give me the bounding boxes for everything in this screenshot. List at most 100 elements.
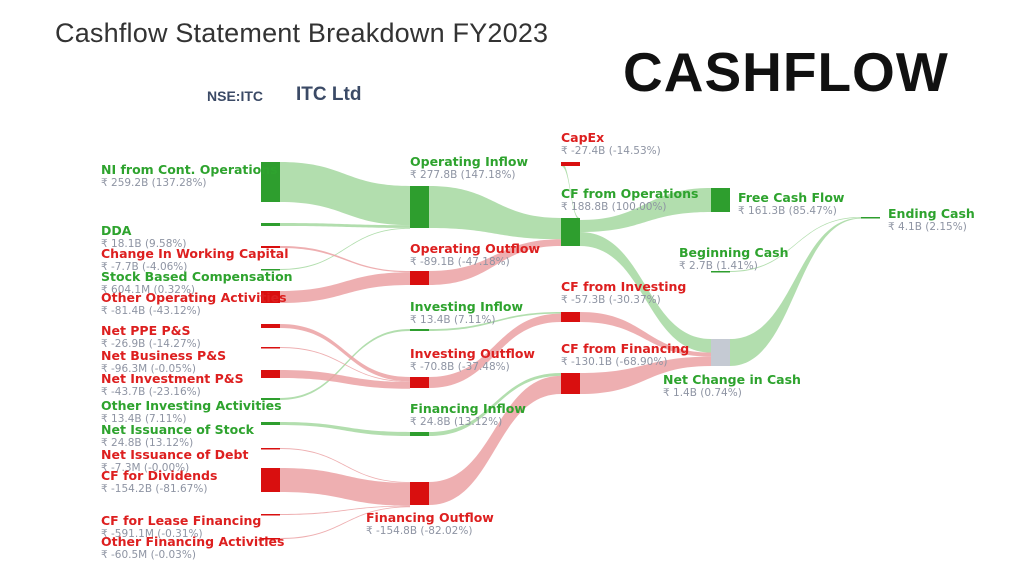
flow-link-ppe-invout — [280, 324, 410, 382]
node-bar-capex — [561, 162, 580, 166]
node-name: Investing Inflow — [410, 299, 524, 314]
flow-link-ofa-finout — [280, 506, 410, 539]
flow-link-lease-finout — [280, 505, 410, 515]
flow-link-opin-cfo — [429, 186, 561, 240]
sankey-links — [280, 162, 861, 539]
flow-link-cfo-fcf — [580, 188, 711, 232]
node-label-cff: CF from Financing ₹ -130.1B (-68.90%) — [561, 342, 689, 369]
flow-link-begin-end — [730, 217, 861, 272]
node-label-invin: Investing Inflow ₹ 13.4B (7.11%) — [410, 300, 523, 327]
node-bar-ofa — [261, 538, 280, 540]
node-name: CF from Financing — [561, 341, 690, 356]
node-bar-nis — [261, 422, 280, 425]
company-name: ITC Ltd — [296, 84, 362, 105]
node-value: ₹ -96.3M (-0.05%) — [101, 363, 196, 375]
node-value: ₹ -154.8B (-82.02%) — [366, 525, 473, 537]
node-name: Other Investing Activities — [101, 398, 282, 413]
node-bar-cff — [561, 373, 580, 394]
node-label-cfo: CF from Operations ₹ 188.8B (100.00%) — [561, 187, 698, 214]
page-title: Cashflow Statement Breakdown FY2023 — [55, 18, 549, 48]
node-label-opout: Operating Outflow ₹ -89.1B (-47.18%) — [410, 242, 540, 269]
flow-link-nips-invout — [280, 370, 410, 389]
flow-link-invout-cfi — [429, 313, 561, 388]
node-bar-invin — [410, 329, 429, 331]
node-bar-opin — [410, 186, 429, 228]
node-value: ₹ 277.8B (147.18%) — [410, 169, 516, 181]
node-name: Financing Outflow — [366, 510, 494, 525]
node-bar-ncc — [711, 339, 730, 366]
flow-link-opout-cfo — [429, 239, 561, 285]
node-label-dda: DDA ₹ 18.1B (9.58%) — [101, 224, 187, 251]
flow-link-finin-cff — [429, 373, 561, 436]
flow-link-wc-opout — [280, 246, 410, 273]
node-name: Other Operating Activities — [101, 290, 287, 305]
node-value: ₹ 259.2B (137.28%) — [101, 177, 207, 189]
node-label-ppe: Net PPE P&S ₹ -26.9B (-14.27%) — [101, 324, 201, 351]
ticker-symbol: NSE:ITC — [207, 88, 263, 104]
node-label-nbps: Net Business P&S ₹ -96.3M (-0.05%) — [101, 349, 226, 376]
node-label-invout: Investing Outflow ₹ -70.8B (-37.48%) — [410, 347, 535, 374]
node-value: ₹ 24.8B (13.12%) — [410, 416, 503, 428]
node-name: Ending Cash — [888, 206, 975, 221]
node-label-oia: Other Investing Activities ₹ 13.4B (7.11%… — [101, 399, 282, 426]
node-name: Net Issuance of Debt — [101, 447, 249, 462]
sankey-nodes — [261, 162, 880, 540]
node-label-wc: Change In Working Capital ₹ -7.7B (-4.06%… — [101, 247, 289, 274]
node-bar-wc — [261, 246, 280, 248]
node-value: ₹ -89.1B (-47.18%) — [410, 256, 510, 268]
node-value: ₹ -154.2B (-81.67%) — [101, 483, 208, 495]
node-value: ₹ 24.8B (13.12%) — [101, 437, 194, 449]
node-bar-ni — [261, 162, 280, 202]
flow-link-div-finout — [280, 468, 410, 506]
node-label-fcf: Free Cash Flow ₹ 161.3B (85.47%) — [738, 191, 844, 218]
node-bar-sbc — [261, 269, 280, 271]
node-name: Other Financing Activities — [101, 534, 285, 549]
node-name: Change In Working Capital — [101, 246, 289, 261]
node-name: Net Investment P&S — [101, 371, 244, 386]
node-name: Net PPE P&S — [101, 323, 191, 338]
node-value: ₹ -27.4B (-14.53%) — [561, 145, 661, 157]
flow-link-cfi-ncc — [580, 312, 711, 357]
node-name: Free Cash Flow — [738, 190, 845, 205]
node-name: Net Issuance of Stock — [101, 422, 254, 437]
node-value: ₹ 4.1B (2.15%) — [888, 221, 967, 233]
flow-link-ni-opin — [280, 162, 410, 226]
node-value: ₹ 604.1M (0.32%) — [101, 284, 196, 296]
node-bar-finout — [410, 482, 429, 505]
node-value: ₹ 13.4B (7.11%) — [101, 413, 187, 425]
node-label-capex: CapEx ₹ -27.4B (-14.53%) — [561, 131, 661, 158]
node-bar-fcf — [711, 188, 730, 212]
node-bar-nips — [261, 370, 280, 378]
node-name: Net Business P&S — [101, 348, 227, 363]
flow-link-cff-ncc — [580, 356, 711, 394]
node-label-finout: Financing Outflow ₹ -154.8B (-82.02%) — [366, 511, 494, 538]
node-label-nips: Net Investment P&S ₹ -43.7B (-23.16%) — [101, 372, 244, 399]
node-bar-dda — [261, 223, 280, 226]
node-value: ₹ 13.4B (7.11%) — [410, 314, 496, 326]
node-value: ₹ -81.4B (-43.12%) — [101, 305, 201, 317]
node-bar-finin — [410, 432, 429, 436]
node-name: CF from Operations — [561, 186, 699, 201]
node-name: CF from Investing — [561, 279, 687, 294]
node-bar-nid — [261, 448, 280, 450]
node-label-cfi: CF from Investing ₹ -57.3B (-30.37%) — [561, 280, 686, 307]
flow-link-nis-finin — [280, 422, 410, 436]
flow-link-cfo-capex — [561, 162, 580, 221]
node-label-sbc: Stock Based Compensation ₹ 604.1M (0.32%) — [101, 270, 293, 297]
node-value: ₹ -43.7B (-23.16%) — [101, 386, 201, 398]
node-value: ₹ 2.7B (1.41%) — [679, 260, 758, 272]
node-value: ₹ 18.1B (9.58%) — [101, 238, 187, 250]
node-name: Net Change in Cash — [663, 372, 801, 387]
node-value: ₹ 161.3B (85.47%) — [738, 205, 837, 217]
node-value: ₹ -7.3M (-0.00%) — [101, 462, 190, 474]
node-label-begin: Beginning Cash ₹ 2.7B (1.41%) — [679, 246, 788, 273]
node-label-end: Ending Cash ₹ 4.1B (2.15%) — [888, 207, 975, 234]
flow-link-ncc-end — [730, 217, 861, 366]
node-name: Operating Outflow — [410, 241, 541, 256]
node-bar-nbps — [261, 347, 280, 349]
node-label-opin: Operating Inflow ₹ 277.8B (147.18%) — [410, 155, 528, 182]
flow-link-nid-finout — [280, 448, 410, 483]
node-label-ooa: Other Operating Activities ₹ -81.4B (-43.… — [101, 291, 287, 318]
node-name: Beginning Cash — [679, 245, 789, 260]
